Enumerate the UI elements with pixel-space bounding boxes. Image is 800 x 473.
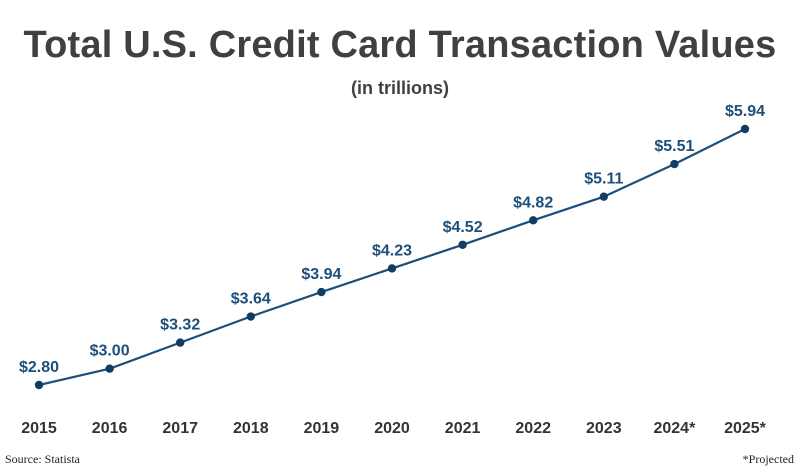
data-label-2017: $3.32	[160, 317, 200, 334]
data-label-2021: $4.52	[443, 219, 483, 236]
chart-subtitle: (in trillions)	[351, 78, 449, 98]
x-tick-label-2022: 2022	[515, 420, 551, 437]
x-tick-label-2024: 2024*	[653, 420, 696, 437]
data-point-2025	[740, 124, 750, 134]
data-point-2016	[105, 364, 114, 373]
x-tick-label-2015: 2015	[21, 420, 57, 437]
data-point-2022	[529, 216, 538, 225]
data-label-2015: $2.80	[19, 359, 59, 376]
data-point-2018	[246, 312, 255, 321]
data-label-2019: $3.94	[301, 266, 341, 283]
data-label-2018: $3.64	[231, 291, 271, 308]
data-label-layer: $2.80 $3.00 $3.32 $3.64 $3.94 $4.23 $4.52 $4.82…	[19, 103, 765, 376]
x-tick-label-2020: 2020	[374, 420, 410, 437]
data-label-2025: $5.94	[725, 103, 765, 120]
chart-title: Total U.S. Credit Card Transaction Value…	[23, 24, 777, 66]
data-point-2019	[317, 287, 326, 297]
data-label-2023: $5.11	[584, 171, 623, 188]
x-tick-label-2019: 2019	[304, 420, 340, 437]
data-point-2015	[34, 380, 44, 390]
data-point-layer	[34, 124, 750, 390]
data-point-2017	[176, 338, 185, 347]
data-point-2021	[458, 240, 467, 249]
data-label-2022: $4.82	[513, 194, 553, 211]
data-point-2024	[670, 159, 679, 169]
source-note: Source: Statista	[5, 452, 80, 466]
x-tick-label-2016: 2016	[92, 420, 128, 437]
data-label-2016: $3.00	[90, 343, 130, 360]
data-point-2020	[387, 264, 397, 273]
data-point-2023	[599, 192, 608, 201]
projected-note: *Projected	[742, 452, 794, 466]
x-tick-label-2025: 2025*	[724, 420, 767, 437]
x-axis-tick-labels: 2015 2016 2017 2018 2019 2020 2021 2022 2023 2024…	[21, 420, 766, 437]
x-tick-label-2021: 2021	[445, 420, 481, 437]
x-tick-label-2018: 2018	[233, 420, 269, 437]
x-tick-label-2017: 2017	[162, 420, 198, 437]
data-label-2024: $5.51	[654, 138, 694, 155]
x-tick-label-2023: 2023	[586, 420, 622, 437]
data-label-2020: $4.23	[372, 242, 412, 259]
